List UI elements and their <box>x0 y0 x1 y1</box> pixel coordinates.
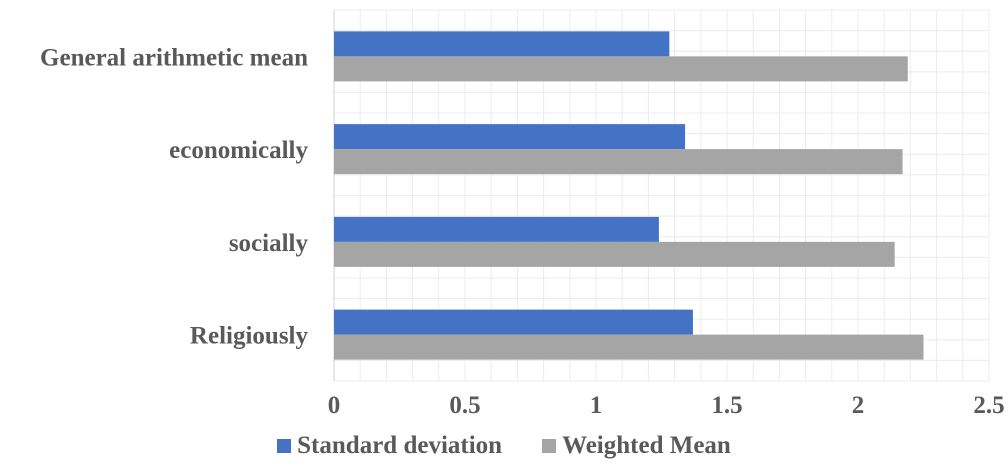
x-tick-label: 2 <box>852 392 865 419</box>
x-axis-ticks: 0 0.5 1 1.5 2 2.5 <box>328 392 1005 419</box>
legend-label-weighted-mean: Weighted Mean <box>562 432 731 459</box>
bar-weighted-mean <box>334 149 903 175</box>
x-tick-label: 1.5 <box>711 392 742 419</box>
bar-standard-deviation <box>334 124 686 150</box>
category-label: Religiously <box>190 323 309 350</box>
bar-weighted-mean <box>334 56 908 82</box>
bar-standard-deviation <box>334 309 693 335</box>
legend: Standard deviation Weighted Mean <box>0 424 1008 468</box>
legend-item-weighted-mean: Weighted Mean <box>542 432 731 460</box>
category-label: General arithmetic mean <box>40 44 308 71</box>
bars <box>334 31 924 360</box>
x-tick-label: 0 <box>328 392 341 419</box>
category-labels: General arithmetic mean economically socia… <box>40 44 308 349</box>
bar-standard-deviation <box>334 31 670 57</box>
x-tick-label: 0.5 <box>449 392 480 419</box>
bar-standard-deviation <box>334 216 659 242</box>
category-label: economically <box>169 137 308 164</box>
x-tick-label: 2.5 <box>973 392 1004 419</box>
legend-item-standard-deviation: Standard deviation <box>277 432 502 460</box>
legend-label-standard-deviation: Standard deviation <box>297 432 503 459</box>
bar-weighted-mean <box>334 241 895 267</box>
bar-weighted-mean <box>334 334 924 360</box>
legend-swatch-weighted-mean <box>542 439 557 453</box>
x-tick-label: 1 <box>590 392 603 419</box>
legend-swatch-standard-deviation <box>277 439 292 453</box>
category-label: socially <box>229 230 309 257</box>
